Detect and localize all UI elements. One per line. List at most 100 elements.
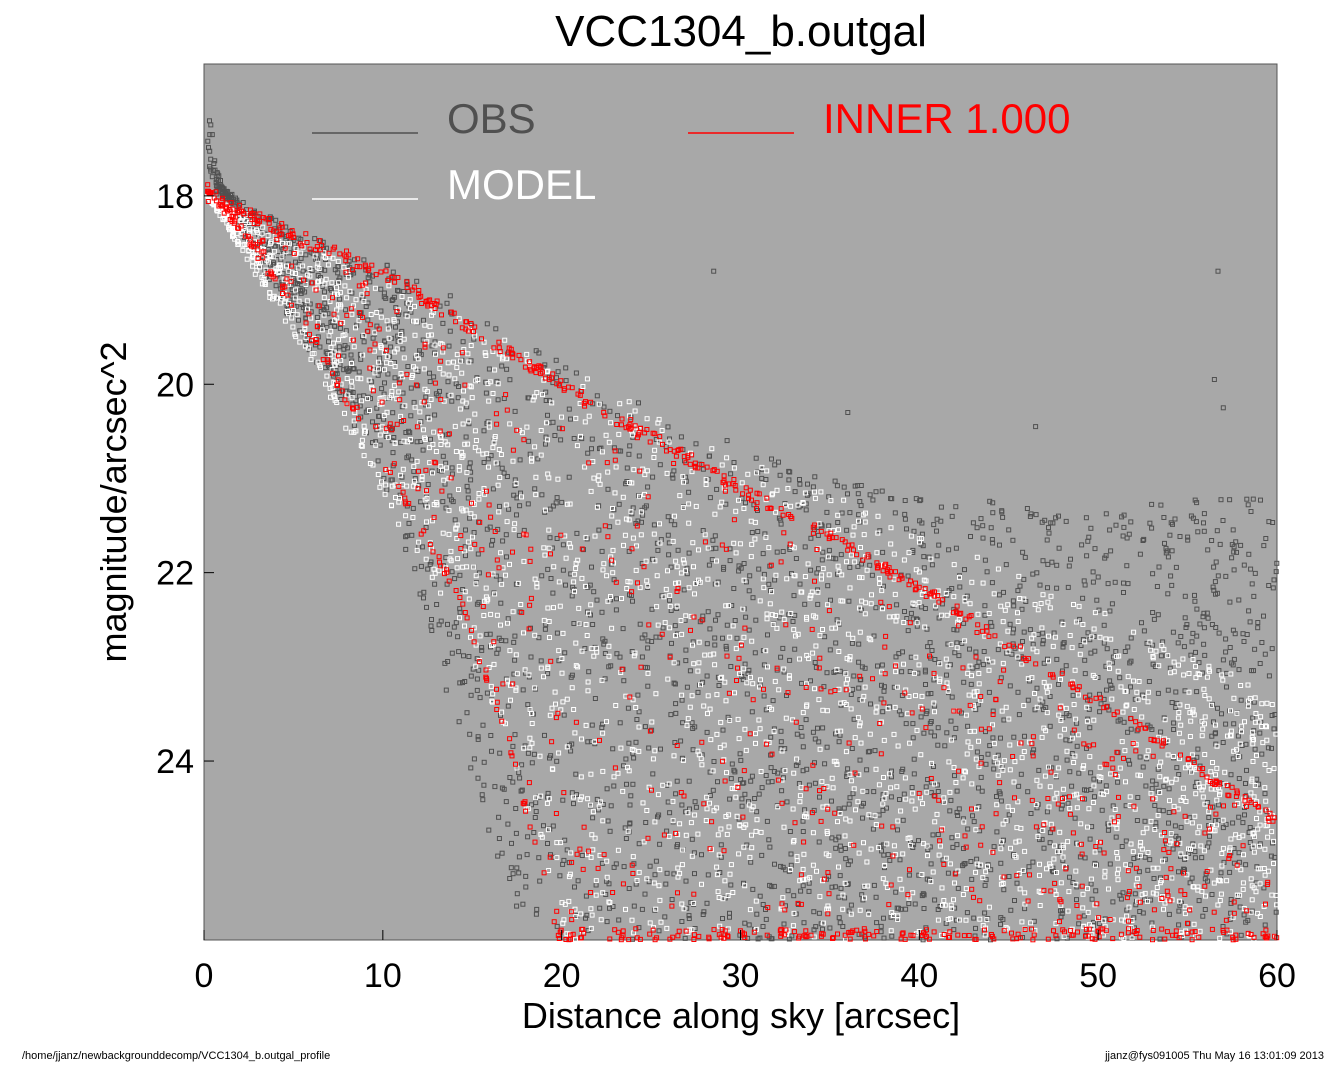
data-point [923, 725, 929, 731]
data-point [1223, 636, 1229, 642]
data-point [1262, 651, 1268, 657]
data-point [831, 669, 837, 675]
data-point [471, 514, 477, 520]
data-point [804, 652, 810, 658]
data-point [607, 408, 613, 414]
data-point [1002, 607, 1008, 613]
data-point [665, 676, 671, 682]
data-point [799, 680, 804, 686]
data-point [873, 822, 879, 827]
data-point [432, 412, 438, 418]
data-point [967, 646, 972, 652]
data-point [833, 640, 839, 646]
data-point [1219, 863, 1225, 869]
data-point [728, 862, 734, 868]
data-point [778, 739, 784, 745]
data-point [727, 717, 733, 723]
data-point [1220, 657, 1226, 663]
data-point [1092, 849, 1098, 855]
data-point [344, 312, 350, 318]
data-point [642, 505, 648, 511]
data-point [721, 742, 727, 748]
data-point [705, 872, 711, 878]
data-point [440, 371, 446, 377]
data-point [965, 826, 971, 832]
data-point [711, 759, 717, 764]
data-point [1093, 888, 1099, 894]
data-point [786, 468, 792, 474]
data-point [719, 462, 725, 468]
data-point [1217, 935, 1223, 941]
data-point [1054, 870, 1059, 875]
data-point [471, 564, 477, 570]
data-point [919, 872, 925, 877]
data-point [1121, 719, 1127, 725]
data-point [800, 866, 806, 872]
data-point [547, 535, 553, 541]
data-point [484, 526, 490, 532]
data-point [948, 737, 954, 743]
data-point [427, 562, 433, 567]
data-point [1085, 824, 1090, 830]
data-point [532, 815, 538, 820]
data-point [1272, 854, 1278, 860]
data-point [519, 762, 525, 768]
data-point [1252, 570, 1258, 576]
data-point [303, 334, 309, 340]
data-point [510, 743, 516, 749]
data-point [996, 592, 1002, 598]
data-point [353, 325, 358, 331]
data-point [431, 374, 437, 380]
data-point [566, 474, 572, 480]
data-point [657, 897, 663, 903]
data-point [537, 878, 543, 884]
data-point [963, 886, 969, 892]
data-point [623, 516, 629, 522]
data-point [671, 680, 677, 686]
data-point [651, 531, 657, 537]
data-point [409, 457, 415, 463]
data-point [899, 886, 905, 892]
data-point [1151, 876, 1157, 881]
data-point [948, 916, 954, 922]
data-point [1123, 862, 1129, 868]
data-point [1234, 549, 1239, 555]
data-point [503, 532, 509, 538]
data-point [703, 818, 709, 823]
data-point [523, 884, 529, 890]
data-point [304, 298, 310, 304]
data-point [588, 602, 594, 608]
data-point [965, 723, 971, 729]
data-point [1097, 634, 1103, 640]
data-point [727, 796, 733, 802]
data-point [1188, 513, 1194, 519]
data-point [427, 324, 433, 330]
data-point [945, 688, 951, 694]
data-point [893, 669, 899, 675]
data-point [1091, 776, 1097, 782]
data-point [457, 680, 463, 686]
data-point [220, 217, 226, 223]
data-point [991, 741, 997, 747]
data-point [276, 270, 282, 275]
data-point [349, 384, 355, 390]
data-point [991, 591, 997, 597]
data-point [481, 613, 487, 618]
data-point [456, 316, 462, 322]
data-point [1124, 702, 1130, 708]
data-point [891, 731, 897, 737]
data-point [579, 736, 584, 742]
data-point [1045, 561, 1051, 567]
data-point [417, 348, 422, 354]
data-point [862, 611, 868, 617]
data-point [858, 545, 863, 550]
data-point [955, 868, 961, 874]
data-point [818, 489, 824, 495]
data-point [556, 648, 562, 654]
data-point [857, 499, 863, 504]
data-point [941, 861, 947, 867]
data-point [1119, 917, 1124, 923]
data-point [1007, 742, 1013, 748]
data-point [824, 744, 830, 750]
data-point [1220, 518, 1226, 523]
